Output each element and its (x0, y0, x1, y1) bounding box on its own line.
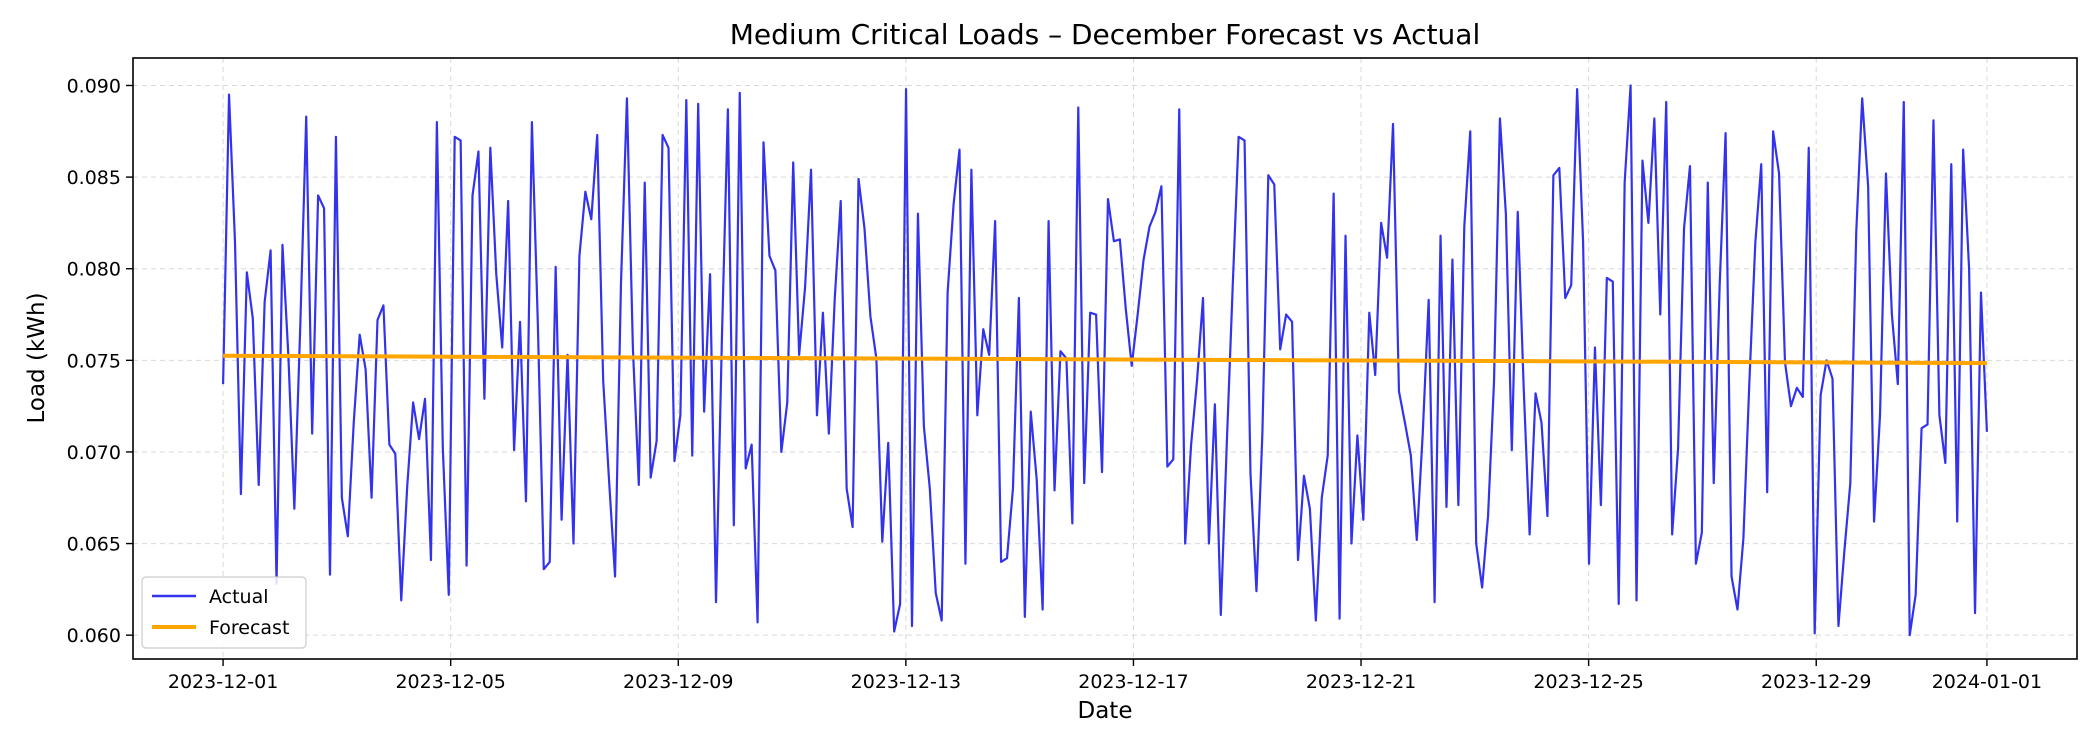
x-tick-label: 2023-12-29 (1761, 671, 1871, 693)
y-tick-label: 0.085 (67, 167, 121, 189)
y-axis-label: Load (kWh) (24, 292, 50, 423)
plot-area-frame (132, 57, 2078, 660)
x-axis-label: Date (1078, 698, 1133, 724)
x-tick-label: 2023-12-25 (1533, 671, 1643, 693)
legend-label-actual: Actual (209, 586, 269, 608)
x-tick-label: 2023-12-09 (623, 671, 733, 693)
series-line-forecast (223, 353, 1987, 366)
x-tick-label: 2023-12-05 (395, 671, 505, 693)
x-tick-label: 2024-01-01 (1932, 671, 2042, 693)
chart-title: Medium Critical Loads – December Forecas… (730, 18, 1481, 51)
series-lines (221, 84, 1989, 637)
y-tick-label: 0.060 (67, 625, 121, 647)
y-tick-label: 0.065 (67, 534, 121, 556)
series-line-actual (221, 84, 1989, 637)
x-tick-label: 2023-12-21 (1306, 671, 1416, 693)
x-tick-label: 2023-12-01 (168, 671, 278, 693)
legend-label-forecast: Forecast (209, 617, 289, 639)
x-tick-label: 2023-12-17 (1078, 671, 1188, 693)
x-tick-label: 2023-12-13 (851, 671, 961, 693)
y-tick-label: 0.075 (67, 350, 121, 372)
legend-box (141, 576, 307, 649)
y-tick-label: 0.070 (67, 442, 121, 464)
y-tick-label: 0.080 (67, 259, 121, 281)
y-axis-ticks: 0.060 0.065 0.070 0.075 0.080 0.085 0.090 (67, 75, 133, 647)
legend: Actual Forecast (141, 576, 307, 649)
x-axis-ticks: 2023-12-01 2023-12-05 2023-12-09 2023-12-13… (168, 659, 2042, 693)
y-tick-label: 0.090 (67, 75, 121, 97)
